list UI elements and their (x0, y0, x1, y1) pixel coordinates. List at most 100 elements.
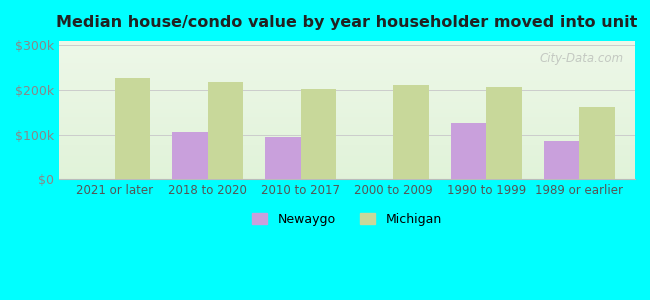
Bar (59, 70, 635, 71)
Bar (59, 153, 635, 154)
Bar (59, 89, 635, 91)
Bar (59, 56, 635, 58)
Bar (59, 127, 635, 128)
Bar (59, 52, 635, 53)
Bar (59, 125, 635, 127)
Bar (59, 113, 635, 114)
Bar (59, 82, 635, 84)
Bar (59, 51, 635, 52)
Bar (59, 92, 635, 94)
Bar (59, 105, 635, 106)
Bar (59, 124, 635, 125)
Bar (59, 156, 635, 157)
Bar (59, 142, 635, 143)
Bar (59, 71, 635, 73)
Bar (59, 76, 635, 77)
Bar (59, 64, 635, 66)
Bar (59, 120, 635, 121)
Bar (544, 142, 579, 179)
Bar (59, 110, 635, 112)
Bar (59, 112, 635, 113)
Bar (579, 106, 614, 179)
Bar (59, 103, 635, 105)
Bar (59, 175, 635, 177)
Bar (59, 46, 635, 48)
Bar (59, 74, 635, 76)
Bar (59, 170, 635, 171)
Bar (59, 109, 635, 110)
Bar (300, 89, 336, 179)
Bar (59, 77, 635, 78)
Bar (59, 135, 635, 136)
Bar (59, 128, 635, 130)
Bar (59, 60, 635, 62)
Bar (59, 172, 635, 174)
Title: Median house/condo value by year householder moved into unit: Median house/condo value by year househo… (57, 15, 638, 30)
Bar (59, 114, 635, 116)
Bar (59, 91, 635, 92)
Bar (59, 49, 635, 51)
Bar (486, 87, 522, 179)
Bar (59, 154, 635, 156)
Bar (59, 88, 635, 89)
Bar (59, 134, 635, 135)
Bar (59, 166, 635, 167)
Bar (59, 41, 635, 42)
Bar (59, 141, 635, 142)
Bar (59, 163, 635, 164)
Bar (59, 123, 635, 124)
Bar (59, 96, 635, 98)
Bar (59, 171, 635, 172)
Bar (59, 150, 635, 152)
Bar (59, 157, 635, 159)
Bar (59, 67, 635, 69)
Bar (59, 69, 635, 70)
Bar (59, 84, 635, 85)
Bar (115, 77, 150, 179)
Bar (393, 85, 429, 179)
Bar (59, 66, 635, 67)
Bar (172, 132, 207, 179)
Bar (265, 137, 300, 179)
Bar (59, 85, 635, 87)
Bar (59, 44, 635, 45)
Bar (59, 138, 635, 139)
Bar (59, 174, 635, 175)
Bar (59, 139, 635, 141)
Bar (59, 42, 635, 44)
Bar (207, 82, 243, 179)
Bar (59, 73, 635, 74)
Bar (59, 161, 635, 163)
Bar (59, 99, 635, 100)
Bar (59, 167, 635, 168)
Bar (59, 95, 635, 96)
Bar (59, 168, 635, 170)
Bar (59, 132, 635, 134)
Bar (59, 80, 635, 81)
Bar (59, 146, 635, 148)
Legend: Newaygo, Michigan: Newaygo, Michigan (252, 213, 442, 226)
Bar (59, 118, 635, 120)
Bar (59, 63, 635, 64)
Bar (59, 148, 635, 149)
Bar (59, 48, 635, 49)
Bar (59, 98, 635, 99)
Bar (59, 130, 635, 131)
Bar (59, 149, 635, 150)
Bar (59, 117, 635, 118)
Bar (59, 87, 635, 88)
Bar (59, 131, 635, 132)
Bar (59, 177, 635, 178)
Text: City-Data.com: City-Data.com (540, 52, 623, 65)
Bar (59, 178, 635, 179)
Bar (59, 152, 635, 153)
Bar (59, 164, 635, 166)
Bar (59, 160, 635, 161)
Bar (59, 94, 635, 95)
Bar (59, 107, 635, 109)
Bar (59, 143, 635, 145)
Bar (59, 159, 635, 160)
Bar (59, 121, 635, 123)
Bar (59, 59, 635, 60)
Bar (59, 145, 635, 146)
